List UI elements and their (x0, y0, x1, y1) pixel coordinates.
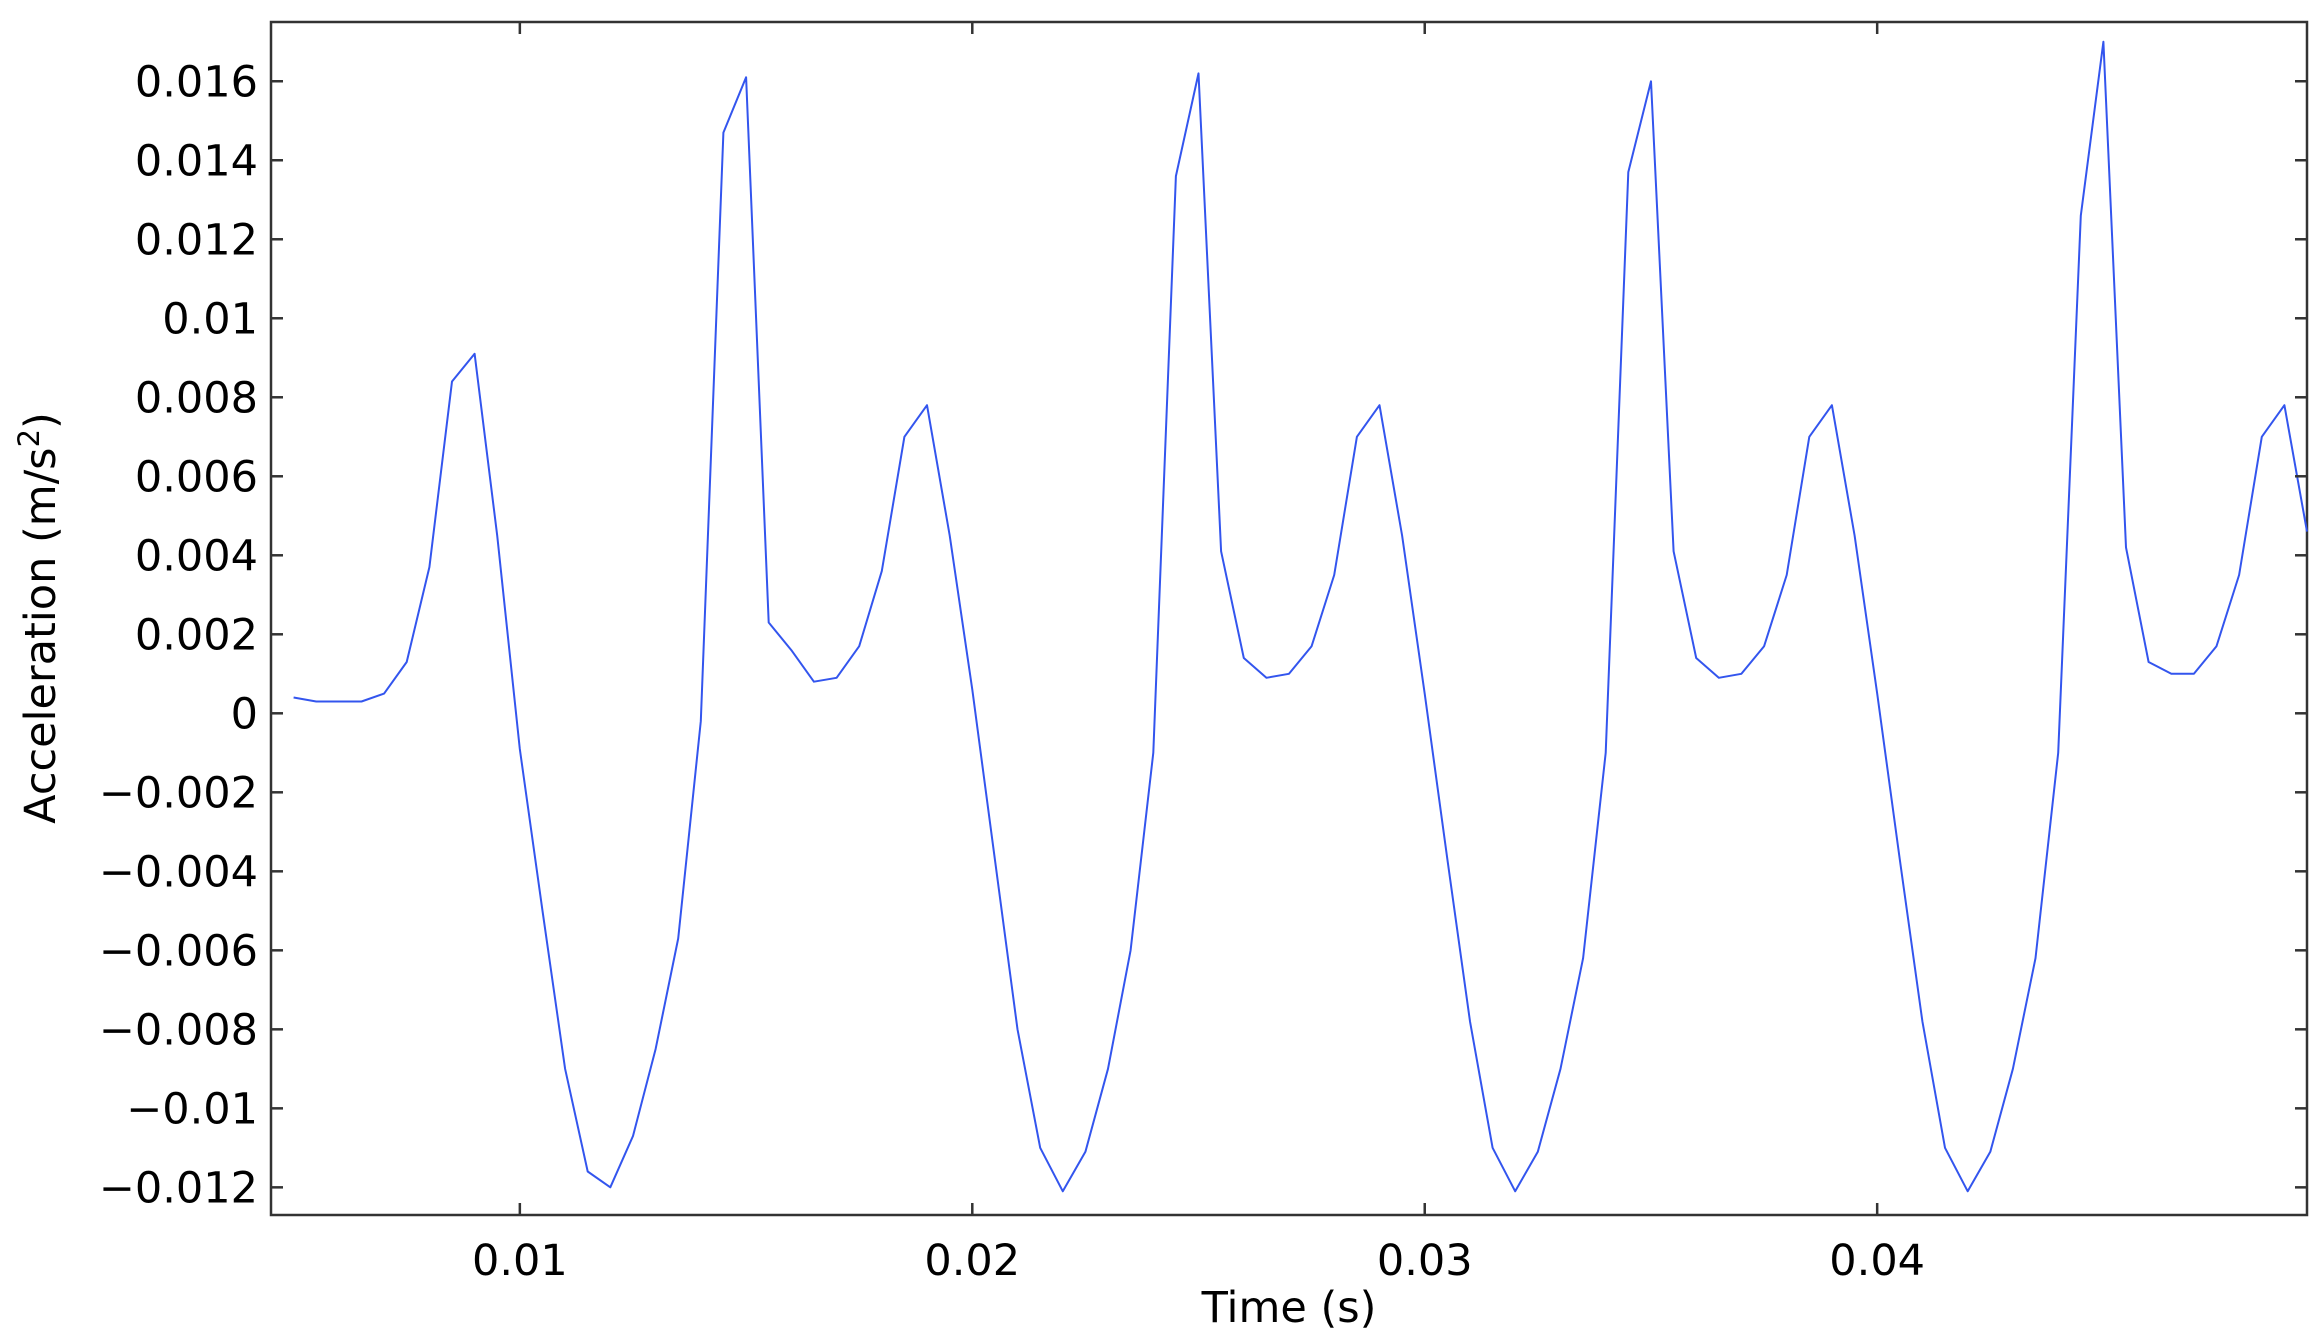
x-axis-ticks: 0.01 0.02 0.03 0.04 (472, 22, 1925, 1286)
y-axis-title: Acceleration (m/s2) (12, 412, 66, 824)
y-tick-label: −0.006 (99, 926, 258, 976)
y-tick-label: −0.01 (126, 1084, 258, 1134)
x-tick-label: 0.02 (924, 1236, 1020, 1286)
y-axis-ticks: 0.016 0.014 0.012 0.01 0.008 0.006 0.004 0.002 0… (99, 57, 2307, 1213)
y-tick-label: 0.002 (135, 610, 258, 660)
y-tick-label: −0.008 (99, 1005, 258, 1055)
y-tick-label: −0.012 (99, 1163, 258, 1213)
plot-area (269, 20, 2309, 1217)
x-tick-label: 0.03 (1377, 1236, 1473, 1286)
y-tick-label: 0.01 (162, 294, 258, 344)
plot-frame (269, 20, 2309, 1217)
y-tick-label: −0.004 (99, 847, 258, 897)
acceleration-series-line (293, 40, 2308, 1193)
x-tick-label: 0.04 (1829, 1236, 1925, 1286)
y-tick-label: 0.004 (135, 531, 258, 581)
y-tick-label: 0.016 (135, 57, 258, 107)
y-axis-title-base: Acceleration (m/s (16, 447, 66, 823)
y-tick-label: 0.012 (135, 215, 258, 265)
y-tick-label: 0.008 (135, 373, 258, 423)
x-tick-label: 0.01 (472, 1236, 568, 1286)
y-tick-label: 0.006 (135, 452, 258, 502)
y-tick-label: 0 (231, 689, 258, 739)
x-axis-title: Time (s) (1201, 1283, 1377, 1333)
y-tick-label: 0.014 (135, 136, 258, 186)
y-axis-title-close: ) (16, 412, 66, 429)
y-tick-label: −0.002 (99, 768, 258, 818)
y-axis-title-superscript: 2 (12, 429, 46, 447)
